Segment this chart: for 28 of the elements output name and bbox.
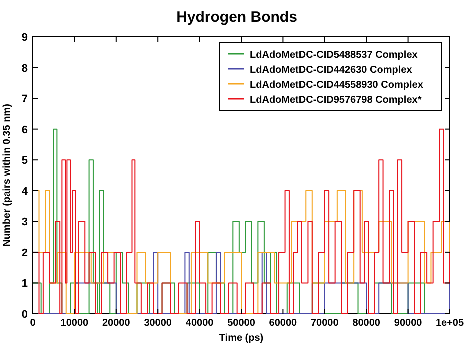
y-tick-label: 4	[22, 186, 29, 198]
x-tick-label: 20000	[102, 318, 131, 329]
x-axis-title: Time (ps)	[219, 333, 264, 344]
y-tick-label: 9	[22, 32, 28, 44]
legend-label: LdAdoMetDC-CID442630 Complex	[250, 65, 413, 76]
x-tick-label: 10000	[60, 318, 90, 329]
x-tick-label: 30000	[144, 318, 172, 329]
y-tick-label: 7	[22, 94, 28, 106]
y-tick-label: 6	[22, 124, 28, 136]
legend-label: LdAdoMetDC-CID44558930 Complex	[250, 80, 424, 91]
y-tick-label: 2	[22, 247, 28, 260]
y-axis-title: Number (pairs within 0.35 nm)	[2, 104, 13, 247]
legend-label: LdAdoMetDC-CID9576798 Complex*	[250, 95, 422, 106]
y-tick-label: 8	[22, 62, 28, 75]
chart-title: Hydrogen Bonds	[176, 9, 298, 26]
y-tick-label: 5	[22, 155, 28, 168]
x-tick-label: 40000	[186, 318, 214, 329]
x-tick-label: 0	[30, 318, 36, 329]
x-tick-label: 70000	[310, 318, 340, 329]
x-tick-label: 90000	[394, 318, 423, 329]
y-tick-label: 3	[22, 216, 28, 229]
x-tick-label: 60000	[269, 318, 298, 329]
x-tick-label: 80000	[352, 318, 381, 329]
x-tick-label: 50000	[228, 318, 256, 329]
x-tick-label: 1e+05	[436, 318, 464, 329]
y-tick-label: 1	[22, 278, 28, 290]
y-tick-label: 0	[22, 309, 28, 321]
legend-label: LdAdoMetDC-CID5488537 Complex	[250, 50, 418, 61]
